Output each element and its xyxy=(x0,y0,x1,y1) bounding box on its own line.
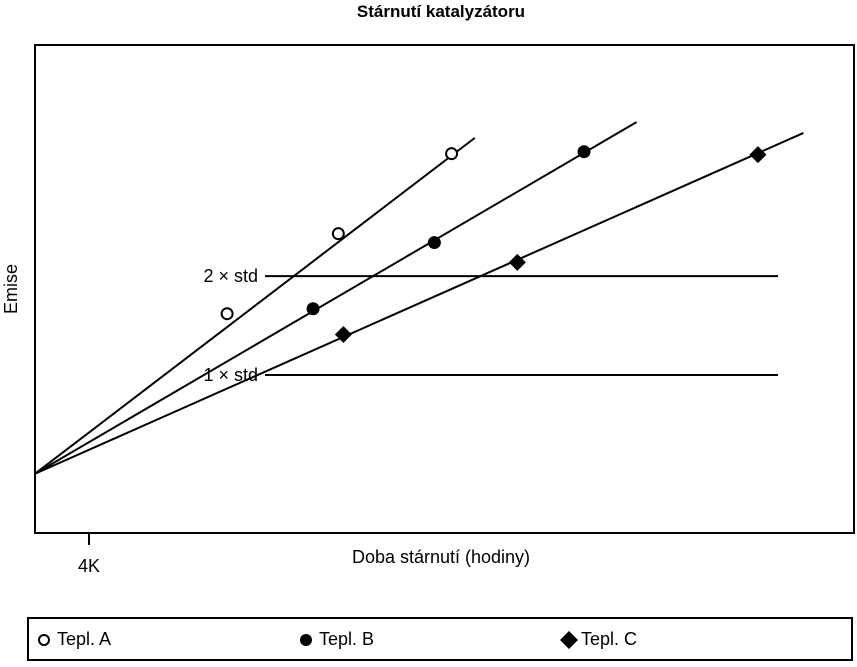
data-point-0-2 xyxy=(445,147,459,161)
series-line-0 xyxy=(34,137,476,475)
data-point-0-1 xyxy=(331,227,345,241)
legend-label-c: Tepl. C xyxy=(581,629,638,649)
chart-title: Stárnutí katalyzátoru xyxy=(357,2,525,21)
chart: Stárnutí katalyzátoru Emise Doba stárnut… xyxy=(1,2,855,576)
data-point-1-1 xyxy=(427,236,441,250)
reference-line-label-1: 1 × std xyxy=(203,365,258,385)
filled-diamond-icon xyxy=(560,630,578,649)
legend-item-a: Tepl. A xyxy=(37,629,111,650)
series-line-1 xyxy=(34,121,638,475)
data-point-1-2 xyxy=(577,145,591,159)
plot-frame xyxy=(34,44,855,534)
y-axis-label: Emise xyxy=(1,264,21,314)
data-point-0-0 xyxy=(220,307,234,321)
reference-line-label-0: 2 × std xyxy=(203,266,258,286)
data-point-2-0 xyxy=(334,325,352,343)
series-line-2 xyxy=(34,132,804,475)
legend: Tepl. A Tepl. B Tepl. C xyxy=(27,617,853,661)
data-point-2-2 xyxy=(749,146,767,164)
legend-item-b: Tepl. B xyxy=(299,629,374,650)
data-point-2-1 xyxy=(508,253,526,271)
open-circle-icon xyxy=(38,633,50,646)
x-axis-label: Doba stárnutí (hodiny) xyxy=(352,547,530,567)
legend-label-a: Tepl. A xyxy=(57,629,112,649)
filled-circle-icon xyxy=(300,633,312,646)
x-tick-label: 4K xyxy=(78,556,100,576)
legend-label-b: Tepl. B xyxy=(319,629,375,649)
data-point-1-0 xyxy=(306,302,320,316)
legend-item-c: Tepl. C xyxy=(559,629,637,650)
